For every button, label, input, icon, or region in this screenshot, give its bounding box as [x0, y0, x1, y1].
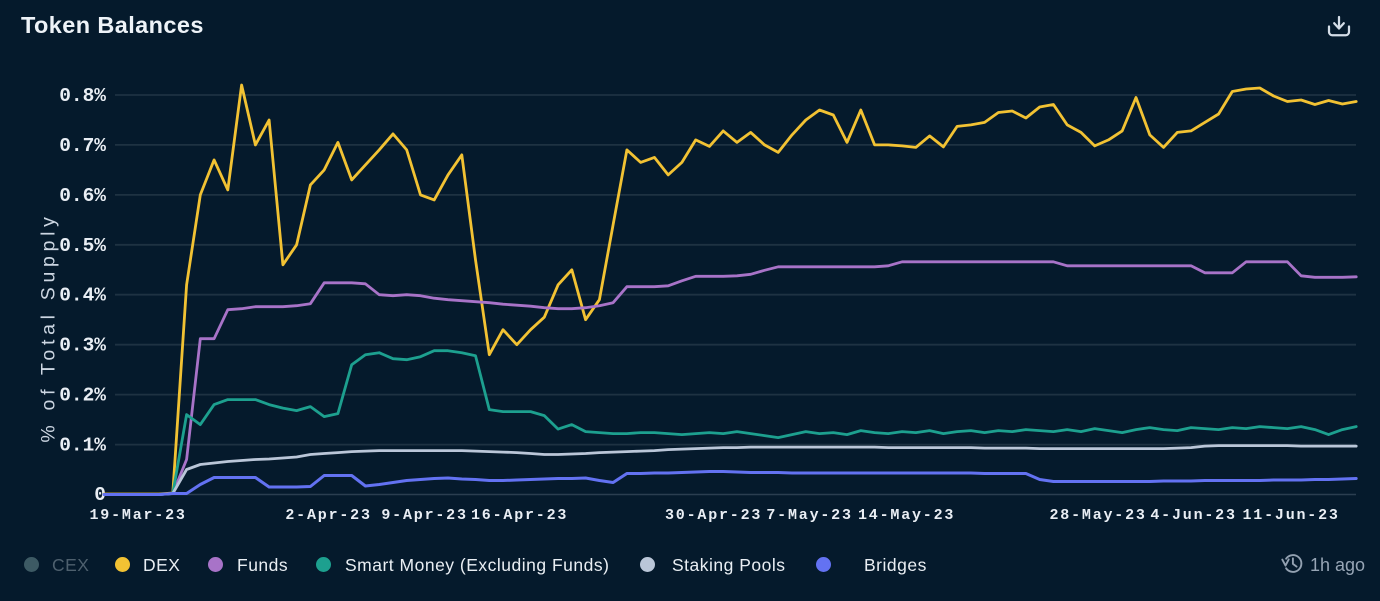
svg-text:14-May-23: 14-May-23 — [858, 507, 955, 524]
svg-text:16-Apr-23: 16-Apr-23 — [471, 507, 568, 524]
svg-text:0.7%: 0.7% — [59, 135, 106, 157]
svg-text:0.1%: 0.1% — [59, 435, 106, 457]
svg-text:0.2%: 0.2% — [59, 385, 106, 407]
svg-text:19-Mar-23: 19-Mar-23 — [89, 507, 186, 524]
svg-text:0.6%: 0.6% — [59, 185, 106, 207]
svg-text:4-Jun-23: 4-Jun-23 — [1150, 507, 1236, 524]
svg-text:0.3%: 0.3% — [59, 335, 106, 357]
svg-text:0.5%: 0.5% — [59, 235, 106, 257]
svg-text:28-May-23: 28-May-23 — [1049, 507, 1146, 524]
svg-text:7-May-23: 7-May-23 — [766, 507, 852, 524]
svg-text:2-Apr-23: 2-Apr-23 — [285, 507, 371, 524]
svg-text:0.8%: 0.8% — [59, 85, 106, 107]
svg-text:11-Jun-23: 11-Jun-23 — [1242, 507, 1339, 524]
svg-text:0: 0 — [94, 484, 106, 506]
svg-text:0.4%: 0.4% — [59, 285, 106, 307]
svg-text:30-Apr-23: 30-Apr-23 — [665, 507, 762, 524]
svg-text:9-Apr-23: 9-Apr-23 — [381, 507, 467, 524]
